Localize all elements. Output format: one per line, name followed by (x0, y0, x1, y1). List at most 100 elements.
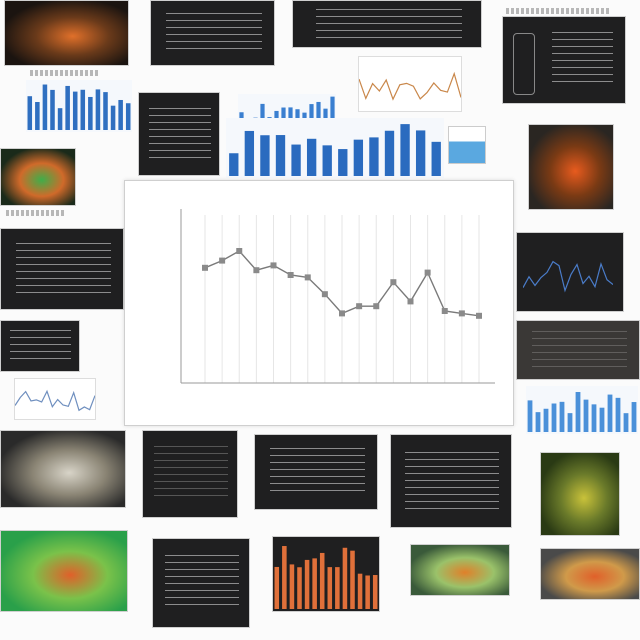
decorative-bar (591, 404, 597, 432)
decorative-bar (282, 546, 287, 609)
data-point (253, 267, 260, 274)
dark-text-slide-left-2 (0, 320, 80, 372)
decorative-sparkline (523, 260, 613, 293)
decorative-bar (35, 102, 40, 130)
decorative-bar (567, 413, 573, 432)
decorative-bar (125, 103, 131, 130)
dark-waveform-slide-right (516, 232, 624, 312)
decorative-bar (623, 413, 629, 432)
decorative-bar (244, 130, 255, 176)
decorative-bar (338, 149, 348, 176)
dark-text-slide-left-1 (0, 228, 124, 310)
decorative-bar (312, 558, 317, 609)
decorative-bar (527, 400, 533, 432)
decorative-bar (319, 552, 325, 609)
decorative-bar (65, 85, 70, 130)
data-point (390, 279, 397, 286)
dark-texture-slide-right (516, 320, 640, 380)
data-point (373, 303, 380, 310)
decorative-bar (599, 407, 605, 432)
mini-line-chart-tile-left (14, 378, 96, 420)
decorative-bar (42, 84, 48, 130)
photo-tile-green-specimen (0, 148, 76, 206)
data-point (356, 303, 363, 310)
data-point (304, 274, 311, 281)
photo-tile-green-fibers (540, 452, 620, 536)
blue-legend-swatch (448, 126, 486, 164)
data-point (219, 257, 226, 264)
photo-tile-white-specimen (0, 430, 126, 508)
blue-bar-chart-tile-right (526, 386, 638, 434)
decorative-bar (415, 130, 426, 176)
mini-line-chart-tile-top (358, 56, 462, 112)
data-point (270, 262, 277, 269)
dark-slide-bottom-1 (142, 430, 238, 518)
decorative-bar (543, 408, 549, 432)
decorative-bar (118, 99, 123, 130)
decorative-bar (72, 91, 78, 130)
decorative-bar (80, 89, 86, 130)
decorative-bar (327, 567, 333, 609)
dark-text-slide-top (150, 0, 275, 66)
decorative-bar (431, 141, 441, 176)
data-point (202, 264, 208, 271)
decorative-bar (369, 137, 379, 176)
photo-tile-orange-leaf (410, 544, 510, 596)
decorative-bar (365, 575, 370, 609)
data-point (407, 298, 414, 305)
decorative-sparkline (359, 71, 461, 101)
dark-text-slide-bottom-4 (152, 538, 250, 628)
decorative-bar (289, 564, 295, 609)
decorative-bar (304, 559, 310, 609)
data-point (321, 291, 328, 298)
main-line-chart (180, 209, 495, 384)
decorative-bar (110, 105, 116, 130)
decorative-sparkline (15, 389, 95, 412)
decorative-bar (335, 567, 340, 609)
decorative-bar (575, 391, 581, 432)
dark-text-slide-top-wide (292, 0, 482, 48)
decorative-bar (330, 96, 335, 138)
decorative-bar (615, 397, 621, 432)
decorative-bar (275, 135, 286, 176)
decorative-bar (350, 550, 355, 609)
decorative-bar (229, 153, 239, 176)
decorative-bar (583, 399, 589, 432)
decorative-bar (631, 402, 637, 432)
photo-tile-orange-specimen (4, 0, 129, 66)
decorative-bar (50, 89, 55, 130)
data-point (236, 248, 243, 254)
blue-bar-chart-tile-left (26, 80, 132, 132)
decorative-bar (306, 138, 317, 176)
decorative-bar (607, 394, 613, 432)
photo-tile-green-orange-map (0, 530, 128, 612)
blue-bar-chart-tile-wide (226, 118, 444, 178)
data-point (458, 310, 465, 317)
decorative-bar (551, 403, 557, 432)
decorative-bar (260, 135, 270, 176)
data-point (287, 272, 294, 278)
dark-text-slide-bottom-2 (254, 434, 378, 510)
photo-caption (30, 70, 100, 76)
decorative-bar (322, 145, 332, 176)
decorative-bar (400, 124, 410, 176)
decorative-bar (357, 573, 363, 609)
dark-text-slide-mid (138, 92, 220, 176)
decorative-bar (384, 130, 395, 176)
main-line-chart-panel (124, 180, 514, 426)
dark-text-slide-bottom-3 (390, 434, 512, 528)
data-point (476, 312, 482, 319)
photo-tile-orange-sphere (528, 124, 614, 210)
decorative-bar (342, 547, 348, 609)
decorative-bar (57, 108, 63, 130)
data-point (424, 269, 431, 276)
decorative-bar (297, 567, 302, 609)
decorative-bar (372, 575, 378, 609)
data-point (339, 310, 345, 317)
slide-caption (506, 8, 610, 14)
decorative-bar (88, 96, 93, 130)
decorative-bar (353, 139, 364, 176)
photo-tile-orange-strata (540, 548, 640, 600)
decorative-bar (535, 412, 541, 432)
decorative-bar (274, 566, 280, 609)
